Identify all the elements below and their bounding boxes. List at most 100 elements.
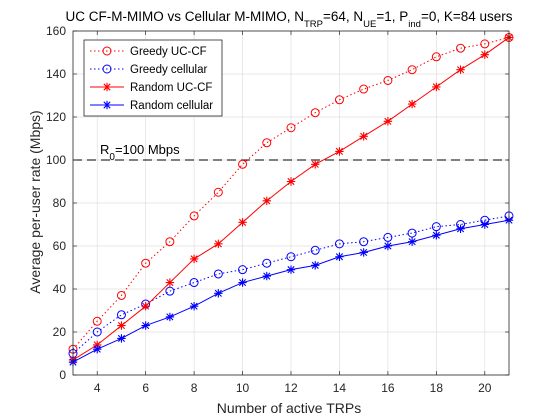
data-point-greedy-uc-cf: [92, 316, 102, 326]
data-point-greedy-uc-cf: [189, 211, 199, 221]
data-point-random-uc-cf: [262, 196, 271, 206]
data-point-random-cellular: [335, 252, 344, 261]
data-point-greedy-cellular: [92, 327, 102, 337]
data-point-random-cellular: [214, 289, 223, 298]
x-tick-label: 6: [142, 381, 149, 395]
data-point-greedy-cellular: [431, 222, 441, 232]
data-point-random-cellular: [262, 271, 271, 281]
x-tick-label: 12: [284, 381, 298, 395]
data-point-greedy-uc-cf: [456, 43, 466, 53]
data-point-random-uc-cf: [359, 132, 368, 141]
x-tick-label: 4: [94, 381, 101, 395]
data-point-greedy-uc-cf: [116, 290, 126, 300]
x-tick-label: 18: [430, 381, 444, 395]
data-point-random-uc-cf: [456, 65, 465, 74]
data-point-greedy-uc-cf: [480, 39, 490, 49]
legend-entry-greedy-uc-cf: Greedy UC-CF: [90, 46, 207, 58]
legend-marker-random-uc-cf: [102, 82, 112, 92]
data-point-random-uc-cf: [141, 302, 150, 311]
y-tick-label: 60: [53, 239, 67, 253]
data-point-greedy-uc-cf: [383, 75, 393, 85]
data-point-random-cellular: [93, 345, 102, 354]
data-point-greedy-uc-cf: [213, 187, 223, 197]
data-point-random-cellular: [286, 265, 296, 274]
legend-label-random-cellular: Random cellular: [130, 100, 213, 112]
data-point-random-cellular: [165, 312, 175, 322]
data-point-random-uc-cf: [93, 340, 102, 350]
series-random-uc-cf: [68, 33, 514, 365]
data-point-random-cellular: [432, 231, 441, 240]
data-point-greedy-cellular: [262, 258, 272, 268]
legend-label-random-uc-cf: Random UC-CF: [130, 82, 212, 94]
y-tick-label: 40: [53, 282, 67, 296]
data-point-greedy-cellular: [286, 252, 296, 262]
legend-marker-random-cellular: [102, 100, 112, 110]
data-point-greedy-uc-cf: [238, 159, 248, 169]
y-tick-label: 140: [46, 67, 66, 81]
data-point-random-cellular: [141, 321, 150, 330]
x-tick-label: 10: [236, 381, 250, 395]
data-point-random-cellular: [480, 220, 489, 229]
data-point-random-uc-cf: [407, 99, 417, 109]
axis-ticks: 4 6 8 10 12 14 16 18 20 0 20 40 60 80 100 120 140 160: [46, 24, 509, 395]
data-point-greedy-uc-cf: [141, 258, 151, 268]
legend-label-greedy-uc-cf: Greedy UC-CF: [130, 46, 207, 58]
data-point-random-uc-cf: [480, 50, 489, 59]
y-tick-label: 100: [46, 153, 66, 167]
data-point-greedy-cellular: [310, 245, 320, 255]
data-point-random-uc-cf: [286, 177, 296, 186]
data-point-random-cellular: [311, 261, 320, 270]
x-tick-label: 16: [381, 381, 395, 395]
data-point-random-uc-cf: [432, 82, 441, 92]
x-axis-label: Number of active TRPs: [217, 400, 361, 416]
data-point-random-uc-cf: [165, 278, 175, 287]
data-point-random-cellular: [407, 237, 417, 246]
data-point-random-uc-cf: [214, 239, 223, 249]
legend-entry-random-cellular: Random cellular: [90, 100, 213, 112]
data-point-random-uc-cf: [189, 254, 199, 264]
x-tick-label: 20: [478, 381, 492, 395]
data-point-random-uc-cf: [383, 117, 393, 126]
data-point-greedy-uc-cf: [310, 108, 320, 118]
y-tick-label: 80: [53, 196, 67, 210]
data-point-greedy-cellular: [213, 269, 223, 279]
data-point-greedy-cellular: [165, 286, 175, 296]
legend-marker-greedy-uc-cf: [102, 46, 112, 56]
legend-entry-random-uc-cf: Random UC-CF: [90, 82, 212, 94]
x-tick-label: 8: [191, 381, 198, 395]
data-point-greedy-cellular: [189, 278, 199, 288]
data-point-greedy-cellular: [383, 232, 393, 242]
data-point-greedy-uc-cf: [262, 138, 272, 148]
y-tick-label: 20: [53, 325, 67, 339]
reference-line-label: R0=100 Mbps: [100, 142, 180, 163]
data-point-greedy-uc-cf: [359, 84, 369, 94]
data-point-random-uc-cf: [238, 218, 247, 227]
data-point-greedy-cellular: [407, 228, 417, 238]
legend-label-greedy-cellular: Greedy cellular: [130, 64, 208, 76]
legend-marker-greedy-cellular: [102, 64, 112, 74]
data-point-greedy-uc-cf: [334, 95, 344, 105]
data-point-greedy-uc-cf: [407, 65, 417, 75]
y-tick-label: 120: [46, 110, 66, 124]
series-group: [68, 32, 514, 367]
y-tick-label: 0: [59, 368, 66, 382]
data-point-random-cellular: [359, 248, 368, 257]
legend: Greedy UC-CF Greedy cellular Random UC-CF R…: [83, 39, 223, 117]
legend-entry-greedy-cellular: Greedy cellular: [90, 64, 208, 76]
data-point-greedy-cellular: [334, 239, 344, 249]
data-point-random-cellular: [456, 224, 465, 233]
data-point-random-cellular: [189, 302, 199, 311]
data-point-random-uc-cf: [117, 321, 126, 330]
data-point-greedy-uc-cf: [286, 123, 296, 133]
data-point-random-cellular: [238, 278, 247, 287]
y-tick-label: 160: [46, 24, 66, 38]
data-point-random-uc-cf: [335, 147, 344, 156]
series-line-greedy-uc-cf: [72, 36, 510, 350]
data-point-greedy-uc-cf: [431, 52, 441, 62]
data-point-random-uc-cf: [311, 160, 320, 169]
series-greedy-uc-cf: [68, 32, 514, 354]
data-point-greedy-cellular: [116, 310, 126, 320]
data-point-greedy-uc-cf: [165, 237, 175, 247]
